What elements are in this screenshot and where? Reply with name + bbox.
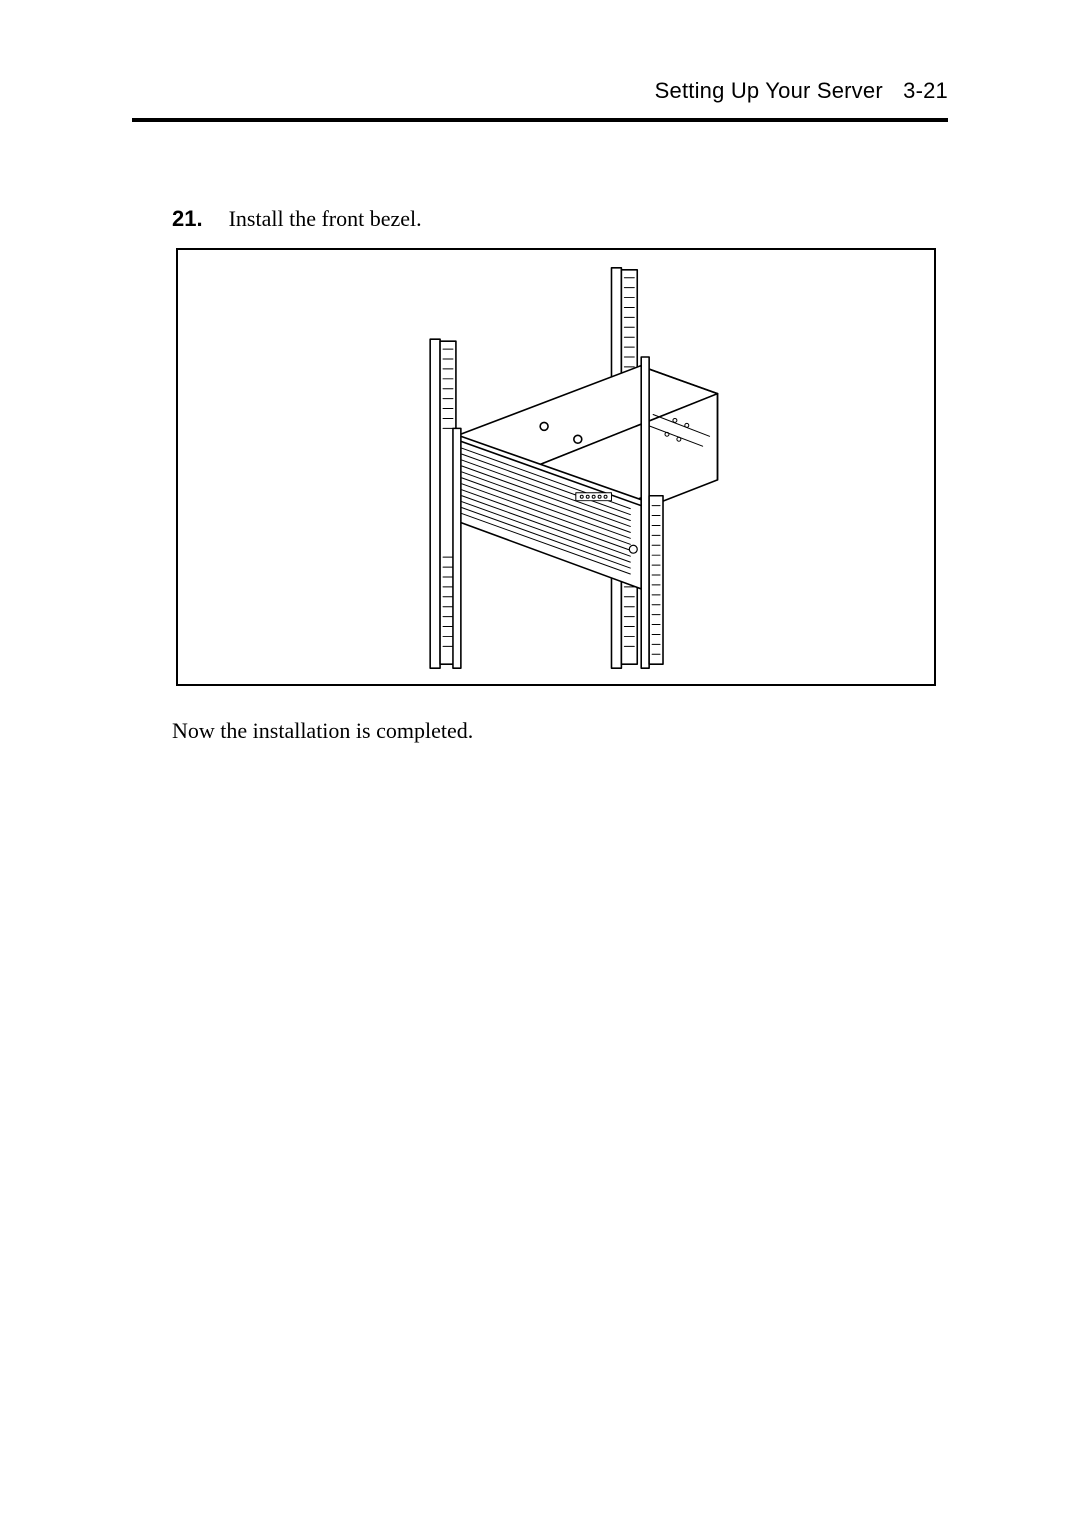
server-bezel-drawing-icon [178,250,934,684]
instruction-step: 21. Install the front bezel. [172,206,422,232]
closing-text: Now the installation is completed. [172,718,473,744]
header-rule [132,118,948,122]
running-header: Setting Up Your Server 3-21 [655,78,948,104]
figure-frame [176,248,936,686]
header-title: Setting Up Your Server [655,78,883,103]
step-text: Install the front bezel. [229,206,422,232]
document-page: Setting Up Your Server 3-21 21. Install … [0,0,1080,1526]
step-number: 21. [172,206,203,232]
header-page-number: 3-21 [903,78,948,103]
